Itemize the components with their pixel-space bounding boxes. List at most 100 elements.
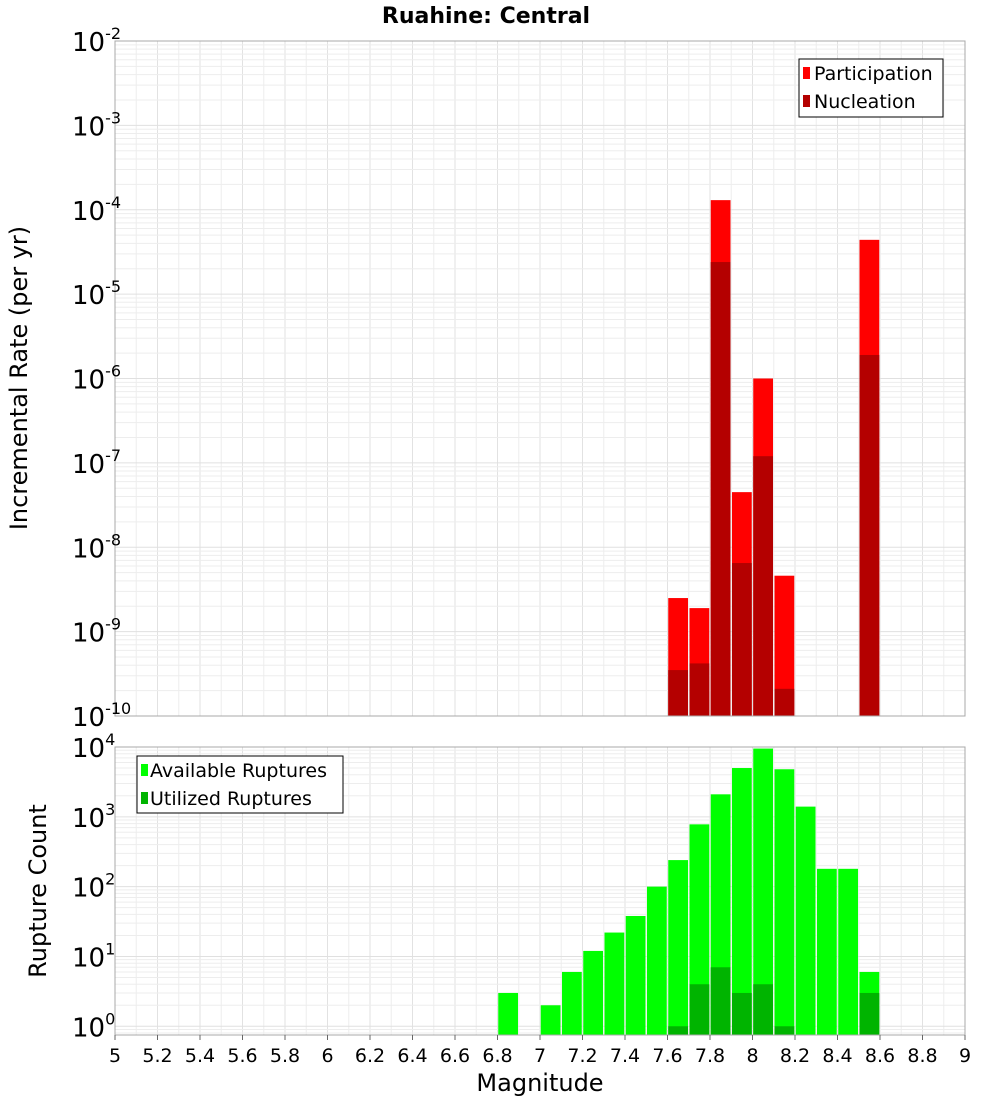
x-tick-label: 7: [534, 1045, 546, 1067]
x-tick-label: 8: [746, 1045, 758, 1067]
count-plot-y-tick-exponent: 4: [105, 730, 115, 749]
utilized-ruptures-bar: [668, 1026, 689, 1035]
count-plot-bars: [498, 748, 880, 1035]
rate-plot-y-tick-base: 10: [72, 703, 105, 733]
rate-plot-border: [114, 40, 966, 717]
available-ruptures-bar: [668, 860, 689, 1035]
rate-plot-y-tick-label: 10-6: [72, 362, 121, 396]
x-tick-label: 8.2: [780, 1045, 810, 1067]
x-tick-label: 7.2: [567, 1045, 597, 1067]
rate-plot-y-tick-exponent: -3: [105, 108, 121, 127]
count-plot-y-tick-base: 10: [72, 874, 105, 904]
available-ruptures-bar: [604, 932, 625, 1035]
count-plot-legend: Available Ruptures Utilized Ruptures: [136, 755, 344, 814]
rate-plot-y-tick-label: 10-3: [72, 108, 121, 142]
x-tick-label: 6.2: [355, 1045, 385, 1067]
x-tick-label: 7.8: [695, 1045, 725, 1067]
rate-plot-legend-box: [798, 58, 944, 118]
rate-plot-y-tick-base: 10: [72, 366, 105, 396]
rate-plot-y-tick-label: 10-10: [72, 699, 131, 733]
x-tick-label: 5.4: [185, 1045, 215, 1067]
count-plot-y-tick-label: 104: [72, 730, 115, 764]
nucleation-bar: [668, 670, 689, 716]
rate-plot-y-tick-exponent: -4: [105, 193, 121, 212]
count-plot-y-tick-base: 10: [72, 804, 105, 834]
nucleation-legend-swatch: [803, 95, 810, 107]
nucleation-bar: [774, 688, 795, 716]
count-plot-legend-box: [136, 755, 344, 814]
count-plot-y-axis-label: Rupture Count: [24, 804, 52, 978]
utilized-ruptures-bar: [731, 992, 752, 1035]
count-plot-y-tick-exponent: 2: [105, 870, 115, 889]
available-ruptures-bar: [816, 868, 837, 1035]
x-tick-label: 6.4: [397, 1045, 427, 1067]
rate-plot-legend: Participation Nucleation: [798, 58, 944, 118]
participation-legend-label: Participation: [814, 63, 933, 85]
utilized-ruptures-legend-swatch: [141, 792, 148, 804]
count-plot-y-tick-exponent: 3: [105, 800, 115, 819]
x-tick-label: 5.8: [270, 1045, 300, 1067]
x-tick-label: 5.2: [142, 1045, 172, 1067]
available-ruptures-bar: [689, 824, 710, 1035]
count-plot-y-tick-label: 103: [72, 800, 115, 834]
x-tick-label: 8.8: [907, 1045, 937, 1067]
rate-plot-y-tick-label: 10-7: [72, 446, 121, 480]
available-ruptures-bar: [774, 769, 795, 1035]
rate-plot-y-tick-base: 10: [72, 619, 105, 649]
rate-plot-grid: [115, 41, 965, 716]
available-ruptures-bar: [731, 768, 752, 1035]
rate-plot-y-tick-exponent: -6: [105, 362, 121, 381]
utilized-ruptures-legend-label: Utilized Ruptures: [150, 788, 312, 810]
count-plot-y-tick-base: 10: [72, 734, 105, 764]
rate-plot-y-tick-exponent: -2: [105, 24, 121, 43]
rate-plot-panel: 10-210-310-410-510-610-710-810-910-10 In…: [5, 24, 966, 733]
available-ruptures-bar: [540, 1005, 561, 1035]
x-tick-label: 8.4: [822, 1045, 852, 1067]
rate-plot-y-tick-base: 10: [72, 28, 105, 58]
chart-title: Ruahine: Central: [382, 4, 590, 29]
available-ruptures-legend-label: Available Ruptures: [150, 760, 327, 782]
count-plot-x-ticks: 5 5.2 5.4 5.6 5.8 6 6.2 6.4 6.6 6.8 7 7.2 7.4 7.6 7.8 8…: [109, 1035, 971, 1067]
x-tick-label: 6.6: [440, 1045, 470, 1067]
rate-plot-y-tick-label: 10-4: [72, 193, 121, 227]
utilized-ruptures-bar: [753, 984, 774, 1035]
available-ruptures-bar: [625, 915, 646, 1035]
available-ruptures-bar: [561, 971, 582, 1035]
rate-plot-y-tick-label: 10-8: [72, 530, 121, 564]
x-tick-label: 7.4: [610, 1045, 640, 1067]
rate-plot-y-tick-base: 10: [72, 281, 105, 311]
nucleation-bar: [859, 354, 880, 716]
x-tick-label: 9: [959, 1045, 971, 1067]
utilized-ruptures-bar: [774, 1026, 795, 1035]
count-plot-y-tick-label: 101: [72, 939, 115, 973]
rate-plot-y-tick-exponent: -7: [105, 446, 121, 465]
x-tick-label: 5: [109, 1045, 121, 1067]
rate-plot-y-tick-base: 10: [72, 534, 105, 564]
available-ruptures-bar: [753, 748, 774, 1035]
x-tick-label: 5.6: [227, 1045, 257, 1067]
available-ruptures-bar: [498, 992, 519, 1035]
available-ruptures-bar: [795, 806, 816, 1035]
available-ruptures-bar: [838, 868, 859, 1035]
count-plot-y-tick-exponent: 0: [105, 1009, 115, 1028]
rate-plot-y-tick-exponent: -9: [105, 615, 121, 634]
utilized-ruptures-bar: [859, 992, 880, 1035]
x-tick-label: 6.8: [482, 1045, 512, 1067]
x-tick-label: 6: [321, 1045, 333, 1067]
participation-bar: [774, 575, 795, 716]
utilized-ruptures-bar: [689, 984, 710, 1035]
utilized-ruptures-bar: [710, 967, 731, 1035]
rate-plot-y-tick-exponent: -5: [105, 277, 121, 296]
x-axis-label: Magnitude: [476, 1069, 603, 1097]
participation-legend-swatch: [803, 67, 810, 79]
count-plot-y-tick-label: 100: [72, 1009, 115, 1043]
nucleation-bar: [710, 262, 731, 716]
rate-plot-y-tick-exponent: -10: [105, 699, 131, 718]
available-ruptures-legend-swatch: [141, 764, 148, 776]
rate-plot-y-tick-label: 10-9: [72, 615, 121, 649]
rate-plot-bars: [668, 200, 880, 716]
rate-plot-y-tick-exponent: -8: [105, 530, 121, 549]
x-tick-label: 7.6: [652, 1045, 682, 1067]
